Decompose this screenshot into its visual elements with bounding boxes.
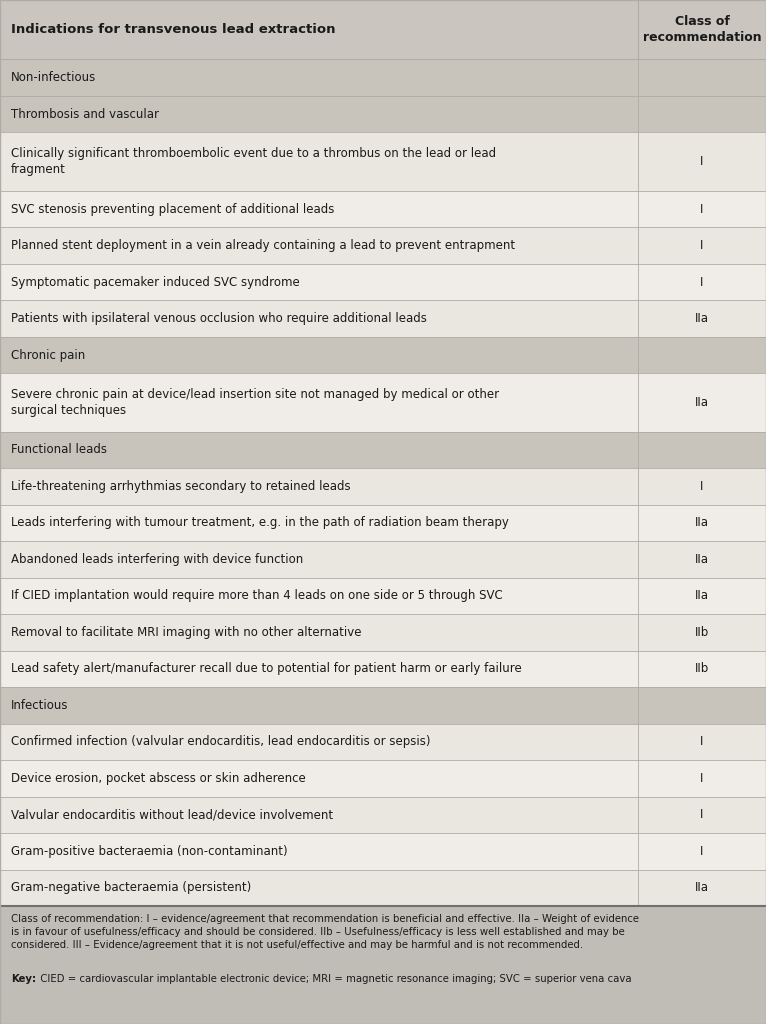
Text: CIED = cardiovascular implantable electronic device; MRI = magnetic resonance im: CIED = cardiovascular implantable electr… — [38, 974, 632, 984]
Bar — [0, 374, 766, 432]
Bar — [0, 59, 766, 96]
Text: I: I — [700, 845, 704, 858]
Text: I: I — [700, 735, 704, 749]
Text: Planned stent deployment in a vein already containing a lead to prevent entrapme: Planned stent deployment in a vein alrea… — [11, 239, 516, 252]
Text: Class of recommendation: I – evidence/agreement that recommendation is beneficia: Class of recommendation: I – evidence/ag… — [11, 914, 639, 950]
Text: I: I — [700, 203, 704, 215]
Bar — [0, 834, 766, 869]
Text: Thrombosis and vascular: Thrombosis and vascular — [11, 108, 159, 121]
Text: IIb: IIb — [695, 663, 709, 676]
Bar — [0, 300, 766, 337]
Text: Class of
recommendation: Class of recommendation — [643, 15, 761, 44]
Text: Lead safety alert/manufacturer recall due to potential for patient harm or early: Lead safety alert/manufacturer recall du… — [11, 663, 522, 676]
Bar — [0, 337, 766, 374]
Text: IIa: IIa — [695, 590, 709, 602]
Bar — [0, 96, 766, 132]
Text: I: I — [700, 155, 704, 168]
Bar — [0, 687, 766, 724]
Bar — [0, 227, 766, 264]
Text: Indications for transvenous lead extraction: Indications for transvenous lead extract… — [11, 24, 336, 36]
Text: IIa: IIa — [695, 882, 709, 895]
Text: I: I — [700, 772, 704, 785]
Text: IIa: IIa — [695, 312, 709, 325]
Text: If CIED implantation would require more than 4 leads on one side or 5 through SV: If CIED implantation would require more … — [11, 590, 503, 602]
Text: Symptomatic pacemaker induced SVC syndrome: Symptomatic pacemaker induced SVC syndro… — [11, 275, 300, 289]
Text: Severe chronic pain at device/lead insertion site not managed by medical or othe: Severe chronic pain at device/lead inser… — [11, 388, 499, 417]
Text: I: I — [700, 809, 704, 821]
Bar — [0, 760, 766, 797]
Text: Life-threatening arrhythmias secondary to retained leads: Life-threatening arrhythmias secondary t… — [11, 480, 351, 493]
Text: Gram-positive bacteraemia (non-contaminant): Gram-positive bacteraemia (non-contamina… — [11, 845, 288, 858]
Text: IIb: IIb — [695, 626, 709, 639]
Bar — [0, 797, 766, 834]
Text: Removal to facilitate MRI imaging with no other alternative: Removal to facilitate MRI imaging with n… — [11, 626, 362, 639]
Text: Abandoned leads interfering with device function: Abandoned leads interfering with device … — [11, 553, 303, 566]
Text: IIa: IIa — [695, 553, 709, 566]
Text: Device erosion, pocket abscess or skin adherence: Device erosion, pocket abscess or skin a… — [11, 772, 306, 785]
Text: Clinically significant thromboembolic event due to a thrombus on the lead or lea: Clinically significant thromboembolic ev… — [11, 147, 496, 176]
Text: IIa: IIa — [695, 396, 709, 409]
Bar — [0, 264, 766, 300]
Bar — [0, 906, 766, 1024]
Text: Key:: Key: — [11, 974, 36, 984]
Bar — [0, 190, 766, 227]
Bar — [0, 432, 766, 468]
Text: Leads interfering with tumour treatment, e.g. in the path of radiation beam ther: Leads interfering with tumour treatment,… — [11, 516, 509, 529]
Text: Gram-negative bacteraemia (persistent): Gram-negative bacteraemia (persistent) — [11, 882, 251, 895]
Text: Functional leads: Functional leads — [11, 443, 107, 457]
Text: Non-infectious: Non-infectious — [11, 71, 97, 84]
Bar — [0, 505, 766, 542]
Bar — [0, 468, 766, 505]
Text: IIa: IIa — [695, 516, 709, 529]
Bar — [0, 578, 766, 614]
Text: I: I — [700, 480, 704, 493]
Bar — [0, 650, 766, 687]
Text: Chronic pain: Chronic pain — [11, 348, 86, 361]
Text: I: I — [700, 239, 704, 252]
Text: I: I — [700, 275, 704, 289]
Text: Infectious: Infectious — [11, 699, 69, 712]
Bar — [0, 724, 766, 760]
Text: Confirmed infection (valvular endocarditis, lead endocarditis or sepsis): Confirmed infection (valvular endocardit… — [11, 735, 430, 749]
Bar — [0, 132, 766, 190]
Bar — [0, 869, 766, 906]
Text: Patients with ipsilateral venous occlusion who require additional leads: Patients with ipsilateral venous occlusi… — [11, 312, 427, 325]
Text: SVC stenosis preventing placement of additional leads: SVC stenosis preventing placement of add… — [11, 203, 335, 215]
Bar — [0, 0, 766, 59]
Bar — [0, 614, 766, 650]
Text: Valvular endocarditis without lead/device involvement: Valvular endocarditis without lead/devic… — [11, 809, 333, 821]
Bar — [0, 542, 766, 578]
